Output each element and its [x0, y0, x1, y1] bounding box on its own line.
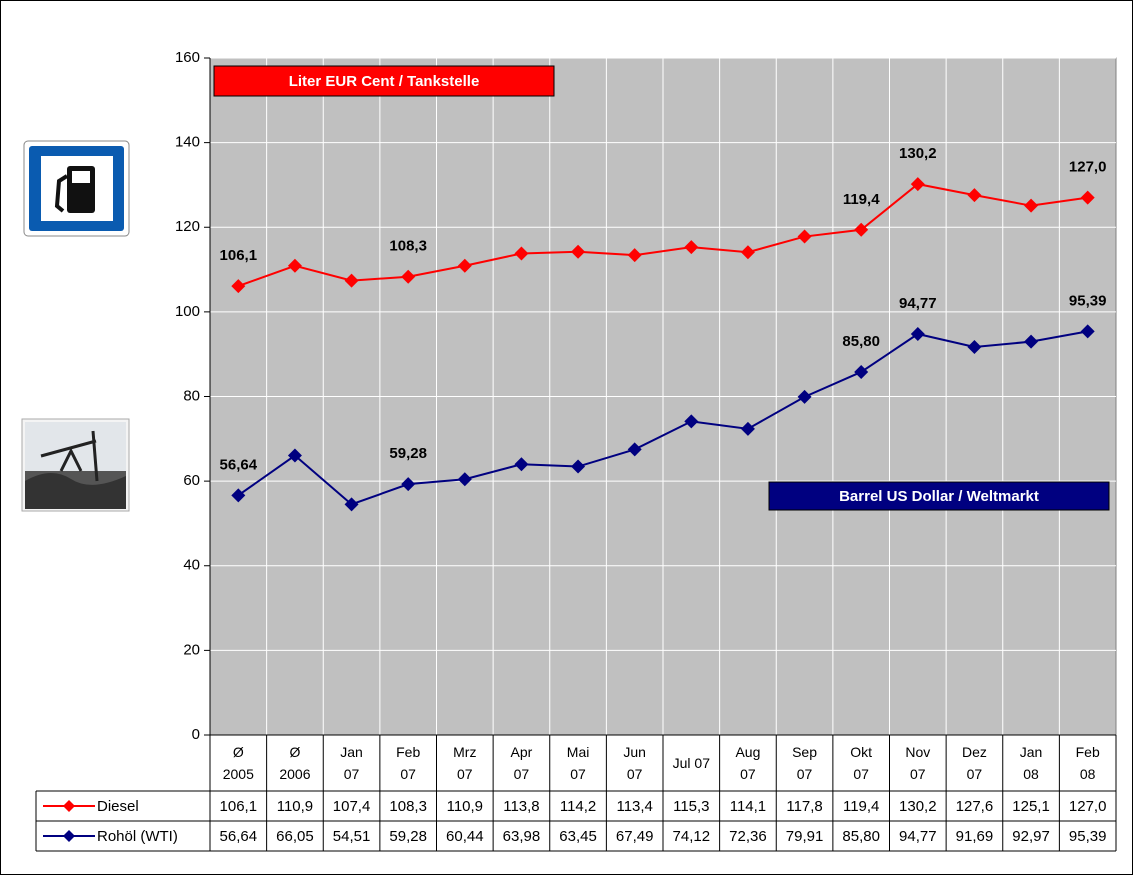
data-label: 108,3 — [389, 238, 427, 255]
data-label: 127,0 — [1069, 159, 1107, 176]
table-value: 107,4 — [333, 798, 371, 815]
x-tick-label: Jul 07 — [663, 735, 720, 791]
table-value: 110,9 — [447, 798, 483, 815]
y-tick-label: 120 — [175, 218, 200, 235]
table-value: 119,4 — [843, 798, 879, 815]
table-value: 59,28 — [389, 828, 427, 845]
table-value: 113,8 — [503, 798, 539, 815]
table-value: 113,4 — [616, 798, 652, 815]
table-value: 56,64 — [220, 828, 258, 845]
x-tick-label: Jan 07 — [323, 735, 380, 791]
table-value: 92,97 — [1012, 828, 1050, 845]
legend-marker — [63, 800, 75, 812]
y-tick-label: 20 — [183, 641, 200, 658]
data-label: 119,4 — [843, 191, 880, 208]
x-tick-label: Mrz 07 — [437, 735, 494, 791]
table-value: 91,69 — [956, 828, 994, 845]
x-tick-label: Jan 08 — [1003, 735, 1060, 791]
legend-label: Diesel — [97, 798, 139, 815]
table-value: 66,05 — [276, 828, 314, 845]
data-label: 95,39 — [1069, 292, 1107, 309]
y-tick-label: 40 — [183, 557, 200, 574]
table-value: 115,3 — [673, 798, 709, 815]
x-tick-label: Sep 07 — [776, 735, 833, 791]
table-value: 114,2 — [560, 798, 596, 815]
table-value: 63,45 — [559, 828, 597, 845]
table-value: 63,98 — [503, 828, 541, 845]
y-tick-label: 80 — [183, 387, 200, 404]
annotation: Liter EUR Cent / Tankstelle — [289, 73, 480, 90]
data-label: 130,2 — [899, 145, 937, 162]
annotation: Barrel US Dollar / Weltmarkt — [839, 488, 1039, 505]
data-label: 59,28 — [389, 445, 427, 462]
y-tick-label: 100 — [175, 303, 200, 320]
data-label: 85,80 — [842, 333, 880, 350]
legend-label: Rohöl (WTI) — [97, 828, 178, 845]
x-tick-label: Mai 07 — [550, 735, 607, 791]
x-tick-label: Apr 07 — [493, 735, 550, 791]
table-value: 114,1 — [730, 798, 766, 815]
fuel-icon — [24, 141, 129, 236]
table-value: 130,2 — [899, 798, 937, 815]
x-tick-label: Ø 2005 — [210, 735, 267, 791]
data-label: 94,77 — [899, 295, 937, 312]
table-value: 127,0 — [1069, 798, 1107, 815]
legend-marker — [63, 830, 75, 842]
table-value: 54,51 — [333, 828, 371, 845]
data-label: 56,64 — [220, 456, 258, 473]
y-tick-label: 60 — [183, 472, 200, 489]
table-value: 67,49 — [616, 828, 654, 845]
table-value: 79,91 — [786, 828, 824, 845]
y-tick-label: 160 — [175, 49, 200, 66]
y-tick-label: 0 — [192, 726, 200, 743]
table-value: 94,77 — [899, 828, 937, 845]
table-value: 108,3 — [389, 798, 427, 815]
x-tick-label: Aug 07 — [720, 735, 777, 791]
chart: 0 20 40 60 80 100 120 140 160 Liter EUR Cent / Ta… — [0, 0, 1133, 875]
table-value: 72,36 — [729, 828, 767, 845]
table-value: 125,1 — [1012, 798, 1050, 815]
data-label: 106,1 — [220, 247, 258, 264]
y-tick-label: 140 — [175, 134, 200, 151]
table-value: 106,1 — [220, 798, 258, 815]
x-tick-label: Feb 07 — [380, 735, 437, 791]
table-value: 85,80 — [842, 828, 880, 845]
table-value: 95,39 — [1069, 828, 1107, 845]
x-tick-label: Jun 07 — [606, 735, 663, 791]
table-value: 117,8 — [786, 798, 822, 815]
table-value: 127,6 — [956, 798, 994, 815]
x-tick-label: Ø 2006 — [267, 735, 324, 791]
table-value: 110,9 — [277, 798, 313, 815]
x-tick-label: Okt 07 — [833, 735, 890, 791]
x-tick-label: Feb 08 — [1059, 735, 1116, 791]
x-tick-label: Nov 07 — [890, 735, 947, 791]
oil-icon — [22, 419, 129, 511]
x-tick-label: Dez 07 — [946, 735, 1003, 791]
table-value: 74,12 — [673, 828, 711, 845]
table-value: 60,44 — [446, 828, 484, 845]
